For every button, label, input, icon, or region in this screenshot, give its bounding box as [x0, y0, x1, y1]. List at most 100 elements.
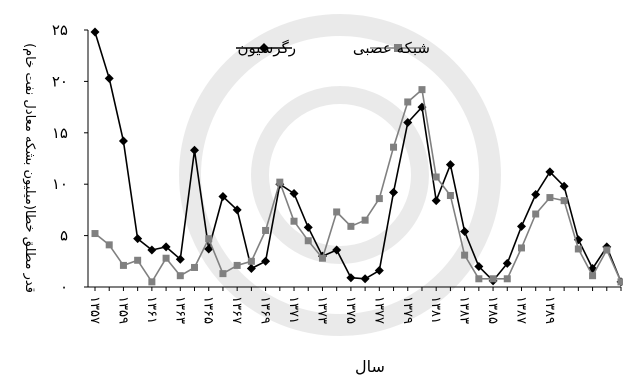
- data-point-square: [560, 197, 568, 205]
- data-point-diamond: [559, 181, 569, 191]
- data-point-square: [304, 237, 312, 245]
- series-1: [91, 86, 623, 286]
- x-tick-label: ۱۳۷۳: [314, 296, 329, 324]
- data-point-diamond: [246, 263, 256, 273]
- data-point-square: [446, 192, 454, 200]
- data-point-square: [574, 245, 582, 253]
- legend-label-neural-network: شبکه عصبی: [353, 39, 430, 57]
- data-point-diamond: [474, 261, 484, 271]
- x-tick-label: ۱۳۸۱: [428, 296, 443, 324]
- data-point-diamond: [104, 73, 114, 83]
- legend-label-regression: رگرسیون: [237, 39, 296, 57]
- data-point-square: [205, 235, 213, 243]
- data-point-diamond: [332, 245, 342, 255]
- x-tick-label: ۱۳۷۵: [343, 296, 358, 324]
- y-axis-ticks: ۰ ۵ ۱۰ ۱۵ ۲۰ ۲۵: [52, 21, 88, 296]
- data-point-square: [105, 241, 113, 249]
- data-point-square: [617, 278, 623, 286]
- data-point-square: [603, 246, 611, 254]
- x-tick-label: ۱۳۶۵: [201, 296, 216, 324]
- data-point-square: [489, 275, 497, 283]
- data-point-square: [247, 257, 255, 265]
- data-point-square: [390, 143, 398, 151]
- data-point-diamond: [360, 274, 370, 284]
- series-layer: [90, 27, 623, 287]
- x-tick-label: ۱۳۸۷: [513, 296, 528, 324]
- x-tick-label: ۱۳۷۱: [286, 296, 301, 324]
- data-point-square: [176, 272, 184, 280]
- legend-marker-neural-network: [394, 44, 402, 52]
- data-point-diamond: [460, 226, 470, 236]
- x-tick-label: ۱۳۶۹: [258, 296, 273, 324]
- x-tick-label: ۱۳۶۱: [144, 296, 159, 324]
- data-point-square: [276, 178, 284, 186]
- data-point-square: [375, 195, 383, 203]
- y-tick-label: ۱۰: [52, 175, 68, 193]
- y-tick-label: ۰: [60, 278, 68, 296]
- data-point-diamond: [531, 189, 541, 199]
- data-point-square: [503, 275, 511, 283]
- data-point-square: [148, 278, 156, 286]
- data-point-diamond: [545, 167, 555, 177]
- data-point-diamond: [204, 244, 214, 254]
- x-tick-label: ۱۳۸۵: [485, 296, 500, 324]
- x-tick-label: ۱۳۵۷: [87, 296, 102, 324]
- legend-marker-regression: [259, 43, 269, 53]
- data-point-diamond: [346, 273, 356, 283]
- data-point-square: [517, 244, 525, 252]
- y-tick-label: ۵: [60, 227, 68, 245]
- data-point-square: [361, 216, 369, 224]
- data-point-square: [191, 263, 199, 271]
- x-axis-label: سال: [355, 357, 385, 376]
- data-point-square: [290, 217, 298, 225]
- data-point-square: [219, 270, 227, 278]
- x-tick-label: ۱۳۶۳: [172, 296, 187, 324]
- data-point-diamond: [133, 234, 143, 244]
- data-point-square: [532, 210, 540, 218]
- data-point-diamond: [303, 222, 313, 232]
- data-point-square: [162, 254, 170, 262]
- series-line-0: [94, 31, 622, 283]
- x-tick-label: ۱۳۷۹: [400, 296, 415, 324]
- data-point-square: [91, 230, 99, 238]
- data-point-square: [318, 254, 326, 262]
- x-tick-label: ۱۳۸۳: [457, 296, 472, 324]
- data-point-diamond: [261, 256, 271, 266]
- data-point-square: [262, 226, 270, 234]
- data-point-diamond: [218, 192, 228, 202]
- data-point-diamond: [374, 266, 384, 276]
- x-tick-label: ۱۳۵۹: [115, 296, 130, 324]
- x-tick-label: ۱۳۶۷: [229, 296, 244, 324]
- data-point-square: [475, 275, 483, 283]
- data-point-diamond: [232, 205, 242, 215]
- data-point-diamond: [289, 188, 299, 198]
- data-point-diamond: [502, 258, 512, 268]
- data-point-square: [333, 208, 341, 216]
- data-point-diamond: [431, 196, 441, 206]
- data-point-diamond: [118, 136, 128, 146]
- data-point-square: [233, 261, 241, 269]
- data-point-diamond: [90, 27, 100, 37]
- data-point-square: [589, 272, 597, 280]
- data-point-square: [119, 261, 127, 269]
- x-axis-ticks: ۱۳۵۷ ۱۳۵۹ ۱۳۶۱ ۱۳۶۳ ۱۳۶۵ ۱۳۶۷ ۱۳۶۹ ۱۳۷۱ ۱۳۷۳ ۱۳۷۵…: [87, 287, 622, 324]
- data-point-square: [418, 86, 426, 94]
- data-point-diamond: [403, 118, 413, 128]
- data-point-diamond: [147, 245, 157, 255]
- data-point-diamond: [516, 221, 526, 231]
- data-point-diamond: [389, 187, 399, 197]
- y-tick-label: ۲۵: [52, 21, 68, 39]
- y-axis-label: قدر مطلق خطا(میلیون بشکه معادل نفت خام): [22, 43, 37, 293]
- legend: رگرسیون شبکه عصبی: [236, 39, 430, 57]
- data-point-square: [134, 256, 142, 264]
- x-tick-label: ۱۳۸۹: [542, 296, 557, 324]
- x-tick-label: ۱۳۷۷: [371, 296, 386, 324]
- y-tick-label: ۱۵: [52, 124, 68, 142]
- watermark: [179, 14, 501, 336]
- data-point-diamond: [190, 145, 200, 155]
- data-point-square: [347, 222, 355, 230]
- data-point-square: [461, 251, 469, 259]
- data-point-diamond: [161, 242, 171, 252]
